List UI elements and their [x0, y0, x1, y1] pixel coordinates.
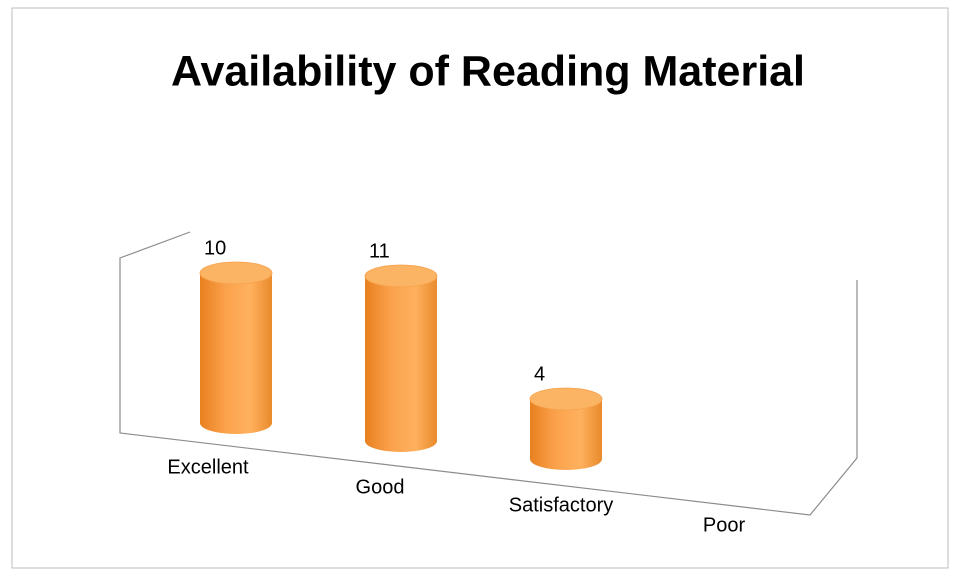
walls [119, 231, 858, 516]
cylinder-body [365, 276, 437, 452]
chart-frame [11, 7, 949, 569]
category-label: Satisfactory [509, 494, 613, 516]
category-label: Poor [703, 514, 746, 536]
cylinder-body [530, 399, 602, 470]
value-label: 4 [534, 363, 545, 385]
wall-lines [119, 231, 858, 516]
cylinder-body [200, 273, 272, 434]
value-label: 11 [369, 240, 390, 262]
cylinder-top [199, 261, 273, 285]
cylinder-top [364, 264, 438, 288]
chart-title: Availability of Reading Material [171, 47, 805, 95]
category-label: Excellent [167, 456, 249, 478]
cylinder-top [529, 387, 603, 411]
value-label: 10 [204, 237, 226, 259]
category-label: Good [356, 476, 405, 498]
